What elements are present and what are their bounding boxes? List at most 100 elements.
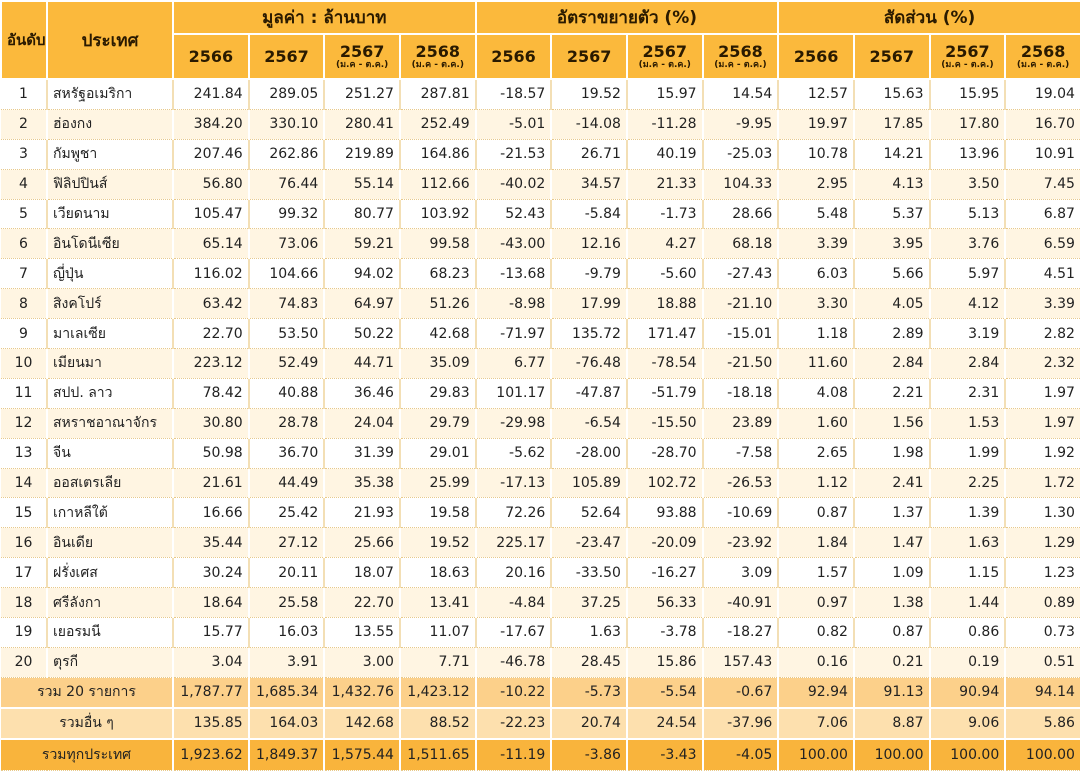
table-row: 3 กัมพูชา 207.46 262.86 219.89 164.86 -21.53 26… [1,139,1080,170]
value-cell: 2.31 [929,378,1007,409]
value-cell: -4.84 [475,587,553,619]
year-header: 2566 [777,33,855,80]
summary-row-total: รวมทุกประเทศ 1,923.62 1,849.37 1,575.44 1,51… [1,738,1080,771]
country-cell: เกาหลีใต้ [47,497,174,529]
summary-value-cell: 94.14 [1005,677,1080,709]
value-cell: 35.09 [399,348,477,379]
summary-label: รวมอื่น ๆ [1,707,174,740]
value-cell: -71.97 [475,318,553,350]
rank-cell: 14 [1,468,48,499]
country-cell: อินเดีย [47,527,174,559]
value-cell: 101.17 [475,378,553,409]
value-cell: 1.30 [1005,497,1080,529]
value-cell: 25.42 [248,497,326,529]
summary-value-cell: 164.03 [248,707,326,740]
value-cell: 1.56 [853,408,931,439]
table-row: 8 สิงคโปร์ 63.42 74.83 64.97 51.26 -8.98 17.99 1… [1,288,1080,320]
value-cell: 40.88 [248,378,326,409]
value-cell: 11.60 [778,348,855,379]
value-cell: -21.50 [702,348,780,379]
value-cell: -17.13 [475,468,553,499]
summary-value-cell: 135.85 [173,707,250,740]
value-cell: 99.58 [399,228,477,260]
value-cell: -21.10 [702,288,780,320]
table-row: 5 เวียดนาม 105.47 99.32 80.77 103.92 52.43 -5.8… [1,199,1080,230]
summary-value-cell: 100.00 [778,738,855,771]
rank-cell: 8 [1,288,48,320]
value-cell: 135.72 [551,318,628,350]
value-cell: 19.58 [399,497,477,529]
value-cell: 3.95 [853,228,931,260]
value-cell: 30.80 [173,408,250,439]
year-label: 2566 [491,47,536,66]
value-cell: 1.38 [853,587,931,619]
value-cell: 74.83 [248,288,326,320]
country-cell: สปป. ลาว [47,378,174,409]
value-cell: 105.89 [551,468,628,499]
value-cell: 2.32 [1005,348,1080,379]
value-cell: 5.37 [853,199,931,230]
value-cell: 1.15 [929,557,1007,589]
value-cell: 2.95 [778,169,855,200]
value-cell: 5.13 [929,199,1007,230]
value-cell: 18.64 [173,587,250,619]
summary-value-cell: 1,685.34 [248,677,326,709]
value-cell: 35.38 [324,468,401,499]
value-cell: 2.25 [929,468,1007,499]
value-cell: 65.14 [173,228,250,260]
value-cell: 171.47 [626,318,704,350]
year-label: 2567 [339,41,385,61]
year-header: 2567 (ม.ค - ต.ค.) [323,33,401,80]
value-cell: 1.92 [1005,438,1080,469]
value-cell: 29.79 [399,408,477,439]
value-cell: 24.04 [324,408,401,439]
summary-value-cell: 91.13 [853,677,931,709]
value-cell: 280.41 [324,109,401,140]
value-cell: 1.29 [1005,527,1080,559]
value-cell: 28.66 [702,199,780,230]
summary-value-cell: 8.87 [853,707,931,740]
value-cell: 29.83 [399,378,477,409]
year-label: 2566 [793,47,839,66]
value-cell: 1.47 [853,527,931,559]
value-cell: 50.98 [173,438,250,469]
value-cell: 5.48 [778,199,855,230]
value-cell: 19.97 [778,109,855,140]
value-cell: 1.44 [929,587,1007,619]
rank-cell: 4 [1,169,48,200]
year-label: 2567 [642,41,688,61]
year-header: 2567 (ม.ค - ต.ค.) [928,33,1007,80]
value-cell: -13.68 [475,258,553,290]
value-cell: -29.98 [475,408,553,439]
value-cell: -18.27 [702,617,780,648]
summary-value-cell: 100.00 [853,738,931,771]
value-cell: 1.57 [778,557,855,589]
value-cell: -51.79 [626,378,704,409]
value-cell: 21.61 [173,468,250,499]
value-cell: 1.63 [929,527,1007,559]
year-header: 2568 (ม.ค - ต.ค.) [701,33,780,80]
value-cell: 76.44 [248,169,326,200]
value-cell: 1.53 [929,408,1007,439]
value-cell: 68.23 [399,258,477,290]
value-cell: 23.89 [702,408,780,439]
value-cell: 68.18 [702,228,780,260]
value-cell: -26.53 [702,468,780,499]
value-cell: 2.89 [853,318,931,350]
table-row: 13 จีน 50.98 36.70 31.39 29.01 -5.62 -28.00 -28.… [1,438,1080,469]
country-cell: เวียดนาม [47,199,174,230]
country-cell: เยอรมนี [47,617,174,648]
value-cell: -14.08 [551,109,628,140]
value-cell: -16.27 [626,557,704,589]
value-cell: 1.60 [778,408,855,439]
value-cell: -20.09 [626,527,704,559]
country-cell: สหรัฐอเมริกา [47,79,174,110]
summary-value-cell: -37.96 [702,707,780,740]
value-cell: 56.33 [626,587,704,619]
value-cell: 0.87 [853,617,931,648]
rank-cell: 5 [1,199,48,230]
value-cell: -1.73 [626,199,704,230]
summary-value-cell: 100.00 [1005,738,1080,771]
value-cell: 15.63 [853,79,931,110]
value-cell: -25.03 [702,139,780,170]
